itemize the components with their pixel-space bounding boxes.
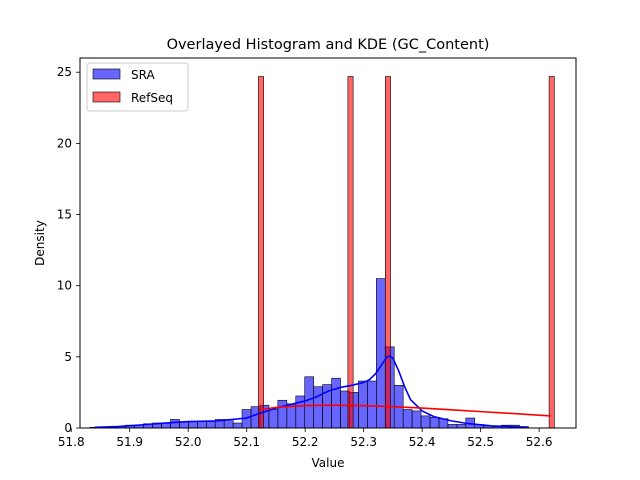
legend: SRA RefSeq — [86, 62, 189, 112]
refseq-kde-line — [261, 404, 551, 417]
x-tick-label: 52.5 — [467, 435, 494, 449]
y-tick-label: 20 — [57, 136, 72, 150]
sra-kde-line — [94, 355, 528, 428]
x-axis-ticks: 51.8 51.9 52.0 52.1 52.2 52.3 52.4 52.5 52.6 — [58, 428, 553, 449]
plot-frame — [79, 57, 577, 429]
x-axis-label: Value — [312, 456, 345, 470]
refseq-bar — [258, 76, 264, 428]
x-tick-label: 52.6 — [526, 435, 553, 449]
x-tick-label: 51.8 — [58, 435, 85, 449]
legend-swatch-sra — [92, 68, 121, 80]
legend-label-refseq: RefSeq — [131, 91, 173, 105]
x-tick-label: 52.3 — [350, 435, 377, 449]
sra-bar — [268, 409, 279, 428]
x-tick-label: 52.4 — [409, 435, 436, 449]
x-tick-label: 52.1 — [233, 435, 260, 449]
sra-bar — [447, 424, 458, 428]
sra-bar — [170, 419, 180, 428]
y-axis-label: Density — [33, 220, 47, 266]
sra-bar — [277, 399, 288, 428]
refseq-bar — [385, 76, 391, 428]
sra-bar — [402, 409, 413, 428]
sra-bar — [304, 376, 314, 428]
y-tick-label: 15 — [57, 208, 72, 222]
sra-bar — [411, 410, 422, 428]
kde-curves — [94, 355, 551, 428]
y-tick-label: 25 — [57, 65, 72, 79]
sra-histogram-bars — [89, 278, 529, 428]
legend-swatch-refseq — [92, 91, 121, 103]
refseq-histogram-bars — [258, 76, 555, 428]
sra-bar — [429, 417, 440, 428]
y-tick-label: 10 — [57, 279, 72, 293]
x-tick-label: 52.0 — [175, 435, 202, 449]
sra-bar — [331, 377, 341, 428]
sra-bar — [313, 386, 323, 428]
sra-bar — [286, 403, 297, 428]
sra-bar — [197, 421, 207, 428]
chart-title: Overlayed Histogram and KDE (GC_Content) — [167, 37, 490, 53]
sra-bar — [420, 415, 431, 428]
x-tick-label: 52.2 — [292, 435, 319, 449]
sra-bar — [456, 424, 467, 428]
refseq-bar — [548, 76, 555, 428]
refseq-bar — [347, 76, 354, 428]
sra-bar — [232, 422, 243, 428]
sra-bar — [367, 380, 377, 428]
y-tick-label: 5 — [64, 350, 72, 364]
sra-bar — [205, 421, 216, 428]
sra-bar — [188, 421, 198, 428]
y-axis-ticks: 0 5 10 15 20 25 — [57, 65, 80, 435]
sra-bar — [358, 380, 368, 428]
y-tick-label: 0 — [64, 421, 72, 435]
legend-label-sra: SRA — [131, 68, 155, 82]
x-tick-label: 51.9 — [116, 435, 143, 449]
